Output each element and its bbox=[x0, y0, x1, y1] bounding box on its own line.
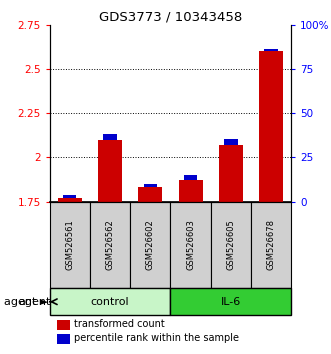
Bar bbox=[211, 201, 251, 288]
Bar bbox=[170, 288, 291, 315]
Bar bbox=[130, 201, 170, 288]
Bar bbox=[98, 140, 122, 201]
Bar bbox=[50, 201, 90, 288]
Bar bbox=[58, 198, 82, 201]
Text: GSM526562: GSM526562 bbox=[106, 219, 115, 270]
Bar bbox=[57, 320, 70, 330]
Bar bbox=[103, 133, 117, 140]
Bar bbox=[138, 187, 163, 201]
Text: control: control bbox=[91, 297, 129, 307]
Bar bbox=[50, 288, 170, 315]
Bar bbox=[63, 195, 76, 198]
Bar bbox=[170, 201, 211, 288]
Bar bbox=[184, 175, 197, 180]
Bar bbox=[259, 51, 283, 201]
Text: GSM526602: GSM526602 bbox=[146, 219, 155, 270]
Text: agent ►: agent ► bbox=[5, 297, 49, 307]
Bar bbox=[224, 139, 238, 145]
Bar bbox=[219, 145, 243, 201]
Bar bbox=[57, 334, 70, 344]
Bar bbox=[264, 48, 278, 51]
Text: transformed count: transformed count bbox=[74, 319, 165, 329]
Text: GSM526678: GSM526678 bbox=[267, 219, 276, 270]
Text: agent: agent bbox=[18, 297, 50, 307]
Text: GSM526603: GSM526603 bbox=[186, 219, 195, 270]
Text: GSM526561: GSM526561 bbox=[65, 219, 74, 270]
Title: GDS3773 / 10343458: GDS3773 / 10343458 bbox=[99, 11, 242, 24]
Bar bbox=[178, 180, 203, 201]
Bar bbox=[144, 184, 157, 187]
Bar bbox=[251, 201, 291, 288]
Text: percentile rank within the sample: percentile rank within the sample bbox=[74, 333, 239, 343]
Text: GSM526605: GSM526605 bbox=[226, 219, 235, 270]
Bar bbox=[90, 201, 130, 288]
Text: IL-6: IL-6 bbox=[221, 297, 241, 307]
